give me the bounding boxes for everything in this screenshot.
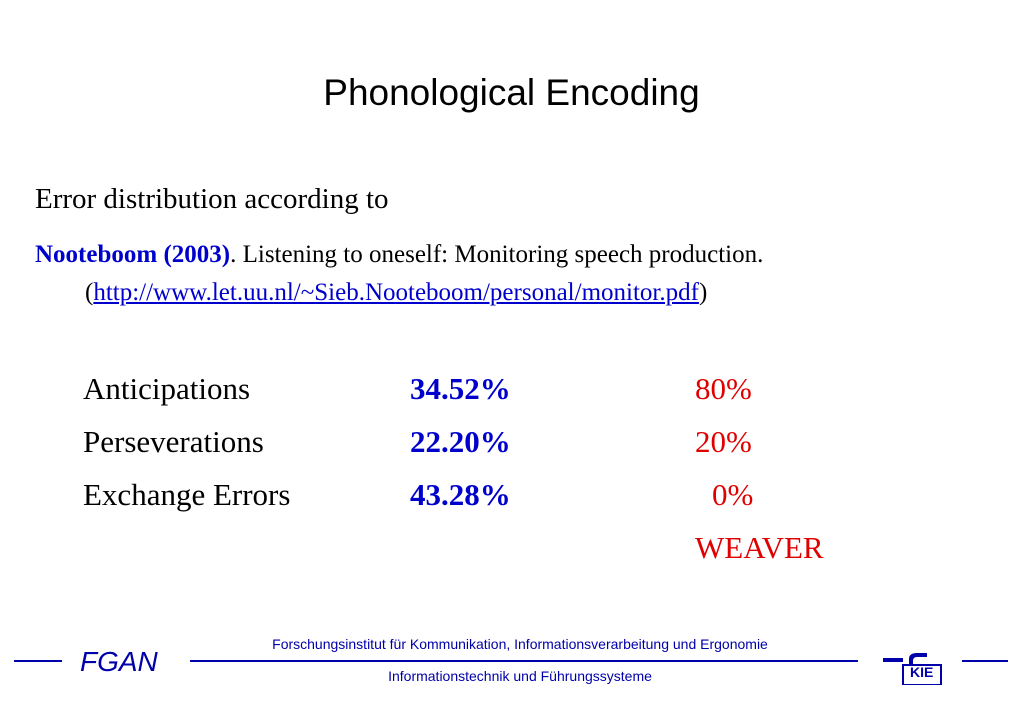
slide-title: Phonological Encoding (323, 72, 700, 113)
error-row-anticipations: Anticipations 34.52% 80% (0, 371, 1023, 411)
intro-text: Error distribution according to (35, 183, 389, 215)
close-paren: ) (698, 279, 708, 306)
error-label: Perseverations (83, 424, 264, 459)
weaver-value: 0% (712, 477, 754, 512)
weaver-value: 20% (695, 424, 752, 459)
error-label: Anticipations (83, 371, 251, 406)
institute-division: Informationstechnik und Führungssysteme (388, 668, 652, 684)
footer-rule-right (962, 660, 1008, 662)
reference: Nooteboom (2003). Listening to oneself: … (35, 236, 995, 312)
fgan-logo-text: FGAN (80, 646, 158, 677)
error-row-perseverations: Perseverations 22.20% 20% (0, 424, 1023, 464)
error-row-exchange: Exchange Errors 43.28% 0% (0, 477, 1023, 517)
error-value: 34.52% (410, 371, 511, 406)
error-value: 43.28% (410, 477, 511, 512)
kie-logo-text: KIE (910, 664, 934, 680)
error-label: Exchange Errors (83, 477, 291, 512)
error-value: 22.20% (410, 424, 511, 459)
weaver-label: WEAVER (695, 530, 824, 565)
footer-rule-center (190, 660, 858, 662)
fkie-logo-icon (883, 653, 942, 685)
reference-link[interactable]: http://www.let.uu.nl/~Sieb.Nooteboom/per… (93, 279, 699, 306)
reference-title: . Listening to oneself: Monitoring speec… (230, 241, 764, 268)
institute-name: Forschungsinstitut für Kommunikation, In… (272, 636, 768, 652)
footer-rule-left (14, 660, 62, 662)
reference-author: Nooteboom (2003) (35, 241, 231, 268)
weaver-row: WEAVER (0, 530, 1023, 570)
open-paren: ( (85, 279, 94, 306)
weaver-value: 80% (695, 371, 752, 406)
